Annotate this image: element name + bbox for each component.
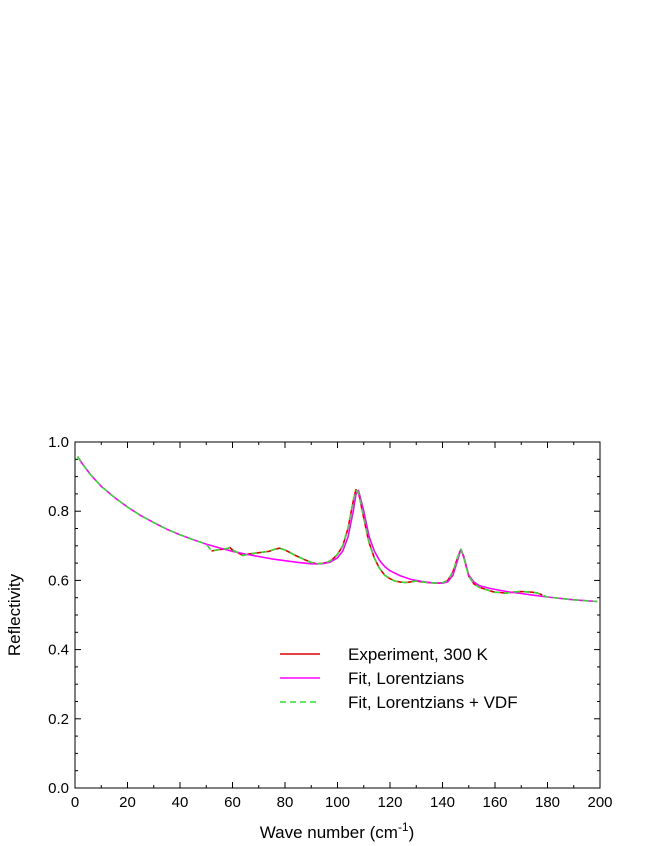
y-tick-label: 0.0 [48, 780, 69, 797]
x-tick-label: 0 [71, 794, 79, 811]
legend-label-2: Fit, Lorentzians [348, 669, 464, 688]
series-lines [76, 456, 598, 603]
legend-label-1: Experiment, 300 K [348, 645, 489, 664]
x-tick-label: 140 [430, 794, 455, 811]
y-tick-label: 0.2 [48, 711, 69, 728]
y-tick-label: 0.4 [48, 642, 69, 659]
series-line-3 [76, 456, 598, 603]
x-tick-label: 80 [277, 794, 294, 811]
y-tick-label: 0.6 [48, 572, 69, 589]
legend: Experiment, 300 K Fit, Lorentzians Fit, Lo… [280, 645, 518, 712]
x-tick-label: 60 [224, 794, 241, 811]
legend-label-3: Fit, Lorentzians + VDF [348, 693, 518, 712]
y-axis-tick-labels: 0.0 0.2 0.4 0.6 0.8 1.0 [48, 434, 69, 797]
x-tick-label: 120 [377, 794, 402, 811]
x-tick-label: 100 [325, 794, 350, 811]
x-tick-label: 160 [482, 794, 507, 811]
y-tick-label: 0.8 [48, 503, 69, 520]
y-axis-title: Reflectivity [5, 573, 24, 656]
x-axis-tick-labels: 0 20 40 60 80 100 120 140 160 180 200 [71, 794, 613, 811]
x-tick-label: 180 [535, 794, 560, 811]
plot-frame [74, 441, 601, 789]
x-axis-title: Wave number (cm-1) [260, 820, 415, 842]
x-tick-label: 40 [172, 794, 189, 811]
x-tick-label: 20 [119, 794, 136, 811]
x-tick-label: 200 [587, 794, 612, 811]
y-tick-label: 1.0 [48, 434, 69, 451]
